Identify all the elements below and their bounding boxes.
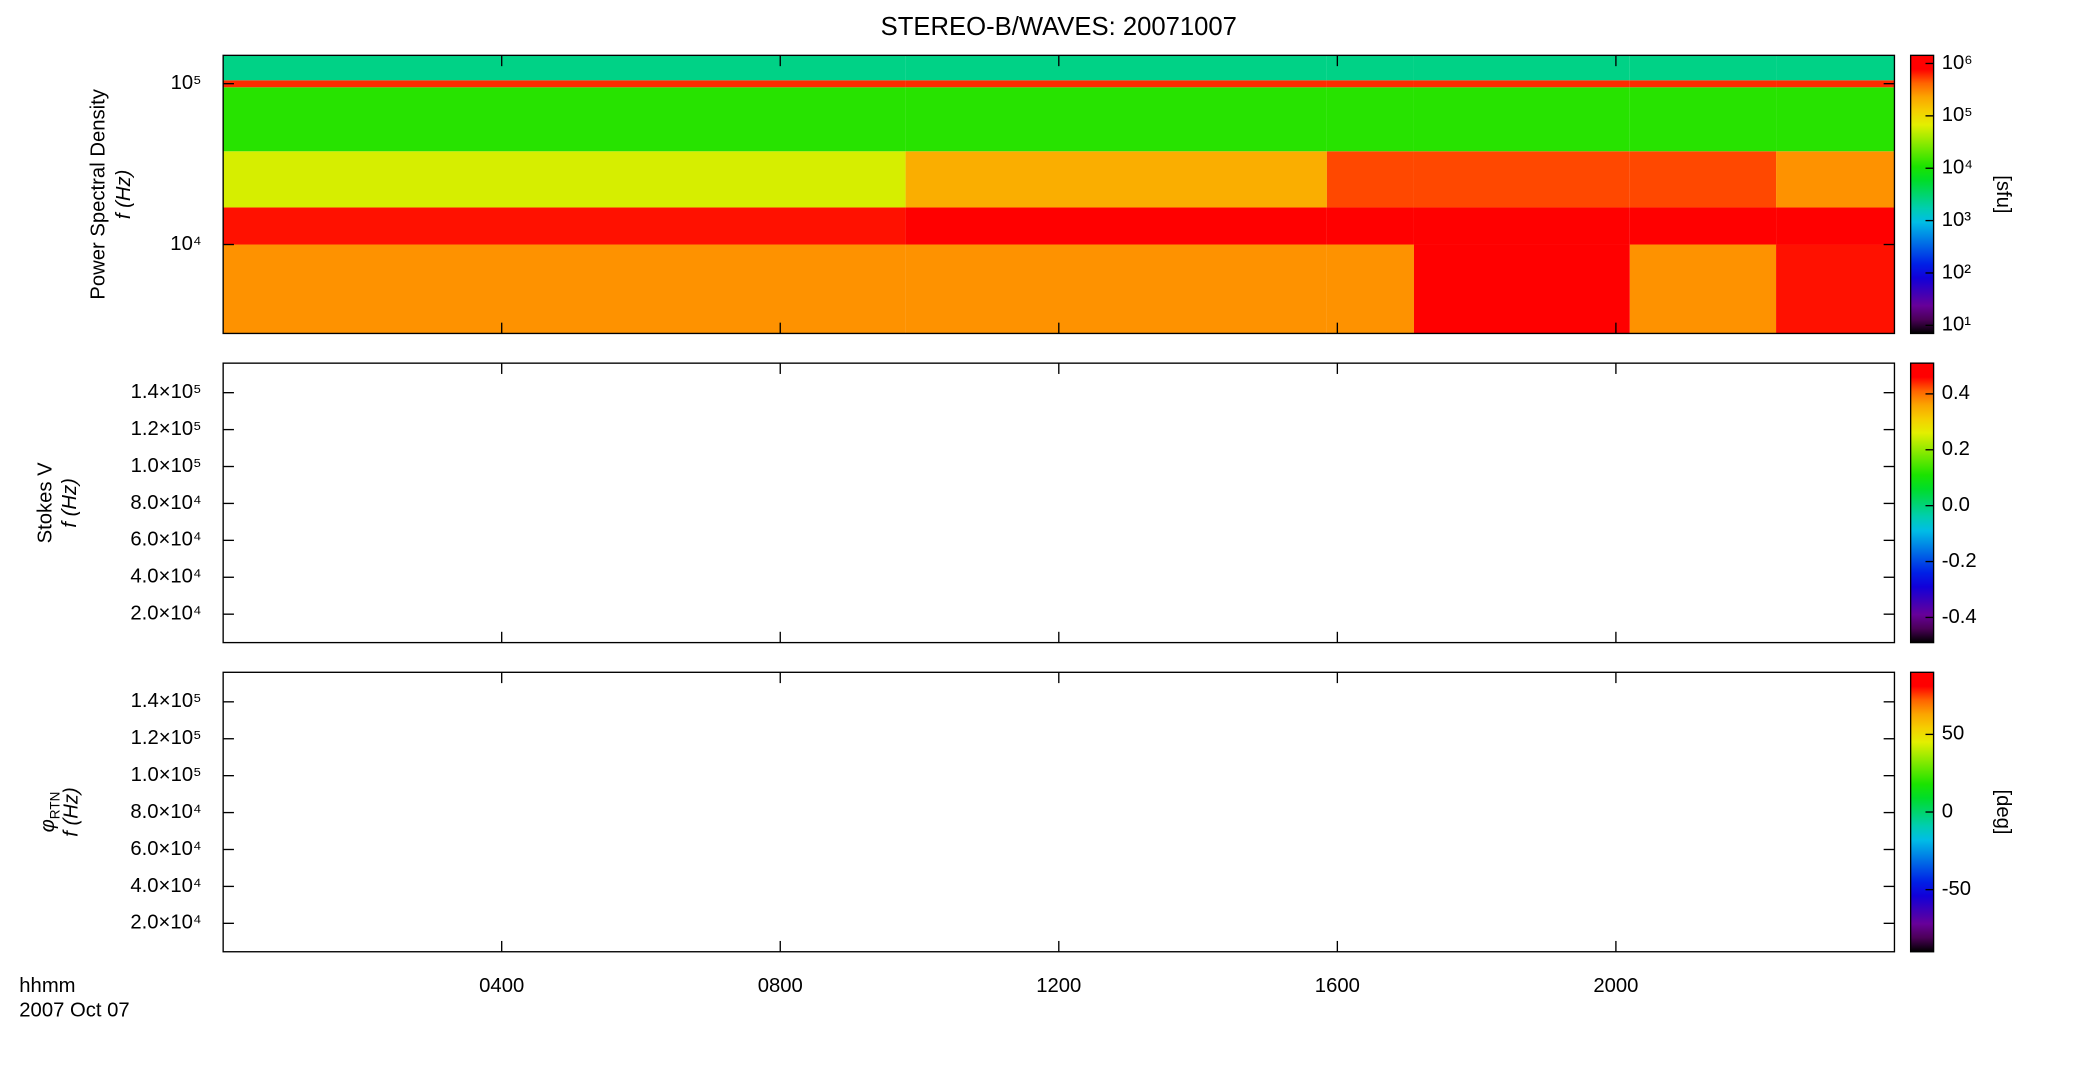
heatmap-cell — [905, 80, 1327, 88]
colorbar — [1909, 54, 1935, 335]
heatmap-cell — [1413, 55, 1630, 81]
heatmap-cell — [905, 244, 1327, 334]
heatmap-cell — [1629, 55, 1777, 81]
x-tick-label: 1200 — [1036, 975, 1081, 997]
x-tick-label: 1600 — [1315, 975, 1360, 997]
y-axis-subscript: RTN — [47, 792, 62, 820]
colorbar-tick-label: 0.4 — [1942, 382, 1970, 404]
x-axis-label: hhmm — [19, 975, 75, 997]
heatmap-cell — [1776, 80, 1895, 88]
y-tick-label: 10⁵ — [171, 72, 202, 94]
colorbar-tick-label: 0.0 — [1942, 494, 1970, 516]
heatmap-cell — [1326, 55, 1414, 81]
colorbar-tick-label: 10⁶ — [1942, 52, 1973, 74]
heatmap-cell — [1629, 80, 1777, 88]
y-tick-label: 4.0×10⁴ — [130, 875, 201, 897]
y-tick-label: 1.4×10⁵ — [131, 381, 202, 403]
plot-frame — [222, 671, 1896, 953]
y-axis-label: Stokes V — [35, 462, 57, 544]
heatmap-cell — [1629, 244, 1777, 334]
y-tick-label: 8.0×10⁴ — [130, 492, 201, 514]
y-tick-label: 10⁴ — [170, 233, 201, 255]
colorbar-tick-label: 10¹ — [1942, 314, 1972, 336]
colorbar-tick-label: 50 — [1942, 723, 1965, 745]
colorbar-tick-label: 0.2 — [1942, 438, 1970, 460]
y-tick-label: 6.0×10⁴ — [130, 529, 201, 551]
heatmap-cell — [1776, 207, 1895, 245]
heatmap-cell — [1776, 244, 1895, 334]
heatmap-cell — [905, 151, 1327, 208]
heatmap-cell — [1413, 87, 1630, 152]
colorbar — [1909, 362, 1935, 644]
y-tick-label: 1.0×10⁵ — [131, 764, 202, 786]
heatmap-cell — [1629, 151, 1777, 208]
heatmap-cell — [1776, 55, 1895, 81]
colorbar-tick-label: 10⁴ — [1942, 157, 1973, 179]
heatmap-cell — [905, 207, 1327, 245]
heatmap-cell — [905, 87, 1327, 152]
heatmap-cell — [223, 55, 906, 81]
heatmap-cell — [223, 244, 906, 334]
colorbar-tick-label: -0.2 — [1942, 550, 1977, 572]
x-tick-label: 0400 — [479, 975, 524, 997]
heatmap-cell — [905, 55, 1327, 81]
colorbar-label: [sfu] — [1992, 175, 2014, 213]
y-tick-label: 2.0×10⁴ — [130, 912, 201, 934]
y-axis-symbol: φ — [37, 819, 59, 832]
colorbar-label: [deg] — [1992, 790, 2014, 835]
y-tick-label: 1.2×10⁵ — [131, 727, 202, 749]
colorbar-tick-label: 10² — [1942, 261, 1972, 283]
heatmap-cell — [1326, 151, 1414, 208]
heatmap-cell — [1413, 207, 1630, 245]
heatmap-cell — [1326, 80, 1414, 88]
colorbar-tick-label: 10⁵ — [1942, 104, 1973, 126]
y-axis-label: f (Hz) — [59, 478, 81, 527]
y-axis-label: Power Spectral Density — [87, 88, 109, 299]
heatmap-cell — [223, 207, 906, 245]
heatmap-cell — [223, 87, 906, 152]
y-tick-label: 8.0×10⁴ — [130, 801, 201, 823]
heatmap-cell — [1413, 244, 1630, 334]
heatmap-cell — [1326, 87, 1414, 152]
colorbar-tick-label: -0.4 — [1942, 606, 1977, 628]
plot-frame — [222, 362, 1896, 644]
y-tick-label: 1.0×10⁵ — [131, 455, 202, 477]
heatmap-cell — [223, 80, 906, 88]
y-axis-label: f (Hz) — [60, 787, 82, 836]
heatmap-cell — [1326, 207, 1414, 245]
y-tick-label: 2.0×10⁴ — [130, 603, 201, 625]
heatmap-cell — [1629, 87, 1777, 152]
heatmap-cell — [223, 151, 906, 208]
y-axis-label: f (Hz) — [113, 170, 135, 220]
y-tick-label: 6.0×10⁴ — [130, 838, 201, 860]
y-tick-label: 4.0×10⁴ — [130, 566, 201, 588]
chart-title: STEREO-B/WAVES: 20071007 — [881, 13, 1237, 41]
heatmap-cell — [1413, 80, 1630, 88]
colorbar-tick-label: 0 — [1942, 800, 1953, 822]
colorbar-tick-label: 10³ — [1942, 209, 1972, 231]
heatmap-cell — [1629, 207, 1777, 245]
x-tick-label: 0800 — [758, 975, 803, 997]
y-tick-label: 1.4×10⁵ — [131, 690, 202, 712]
y-axis-label: φRTN — [37, 792, 62, 833]
x-tick-label: 2000 — [1593, 975, 1638, 997]
heatmap-cell — [1776, 151, 1895, 208]
y-tick-label: 1.2×10⁵ — [131, 418, 202, 440]
x-axis-label: 2007 Oct 07 — [19, 999, 129, 1021]
colorbar-tick-label: -50 — [1942, 878, 1971, 900]
heatmap-cell — [1776, 87, 1895, 152]
heatmap-cell — [1413, 151, 1630, 208]
heatmap-cell — [1326, 244, 1414, 334]
